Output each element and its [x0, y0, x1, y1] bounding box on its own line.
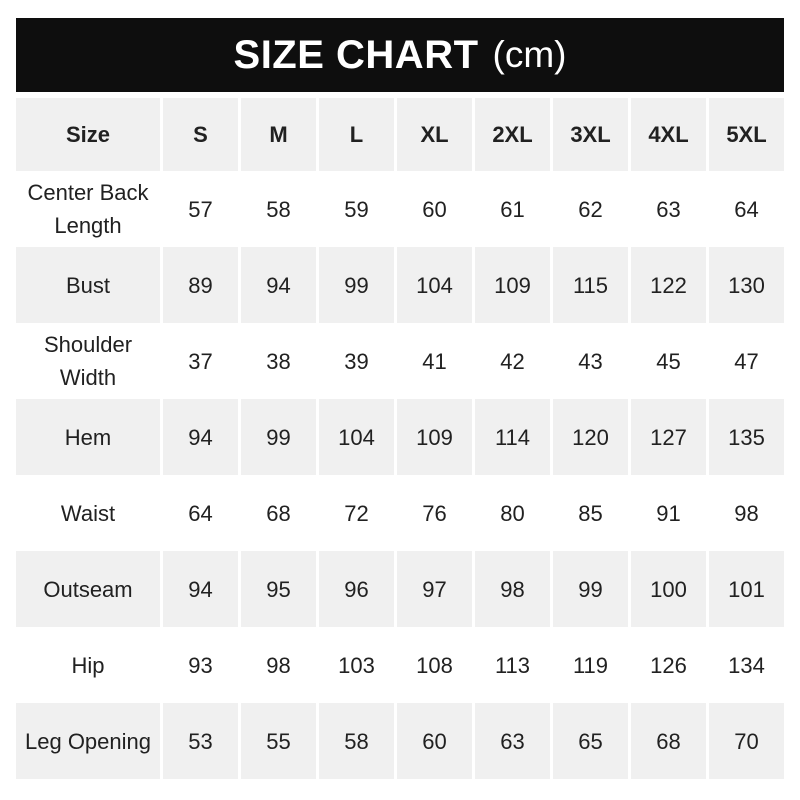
column-header-4xl: 4XL	[631, 98, 706, 171]
cell-value: 104	[319, 399, 394, 475]
table-row: Hem 94 99 104 109 114 120 127 135	[16, 399, 784, 475]
column-header-l: L	[319, 98, 394, 171]
cell-value: 59	[319, 171, 394, 247]
column-header-2xl: 2XL	[475, 98, 550, 171]
cell-value: 65	[553, 703, 628, 779]
cell-value: 63	[631, 171, 706, 247]
cell-value: 64	[709, 171, 784, 247]
cell-value: 135	[709, 399, 784, 475]
size-chart-table-wrap: Size S M L XL 2XL 3XL 4XL 5XL Center Back Length…	[16, 98, 784, 779]
column-header-xl: XL	[397, 98, 472, 171]
cell-value: 94	[163, 399, 238, 475]
cell-value: 43	[553, 323, 628, 399]
cell-value: 109	[475, 247, 550, 323]
cell-value: 122	[631, 247, 706, 323]
cell-value: 113	[475, 627, 550, 703]
cell-value: 57	[163, 171, 238, 247]
cell-value: 89	[163, 247, 238, 323]
cell-value: 38	[241, 323, 316, 399]
table-row: Center Back Length 57 58 59 60 61 62 63 64	[16, 171, 784, 247]
cell-value: 76	[397, 475, 472, 551]
cell-value: 98	[709, 475, 784, 551]
cell-value: 119	[553, 627, 628, 703]
row-label: Bust	[16, 247, 160, 323]
row-label: Hip	[16, 627, 160, 703]
row-label: Waist	[16, 475, 160, 551]
column-header-5xl: 5XL	[709, 98, 784, 171]
cell-value: 68	[241, 475, 316, 551]
cell-value: 98	[475, 551, 550, 627]
cell-value: 100	[631, 551, 706, 627]
cell-value: 134	[709, 627, 784, 703]
cell-value: 101	[709, 551, 784, 627]
cell-value: 41	[397, 323, 472, 399]
table-row: Shoulder Width 37 38 39 41 42 43 45 47	[16, 323, 784, 399]
cell-value: 37	[163, 323, 238, 399]
cell-value: 61	[475, 171, 550, 247]
cell-value: 80	[475, 475, 550, 551]
size-chart-banner: SIZE CHART (cm)	[16, 18, 784, 92]
cell-value: 94	[163, 551, 238, 627]
cell-value: 68	[631, 703, 706, 779]
cell-value: 85	[553, 475, 628, 551]
cell-value: 58	[241, 171, 316, 247]
cell-value: 91	[631, 475, 706, 551]
cell-value: 93	[163, 627, 238, 703]
cell-value: 108	[397, 627, 472, 703]
table-row: Bust 89 94 99 104 109 115 122 130	[16, 247, 784, 323]
cell-value: 96	[319, 551, 394, 627]
size-chart-unit: (cm)	[492, 34, 567, 75]
cell-value: 120	[553, 399, 628, 475]
size-chart-title: SIZE CHART	[233, 32, 479, 77]
table-row: Outseam 94 95 96 97 98 99 100 101	[16, 551, 784, 627]
cell-value: 99	[553, 551, 628, 627]
column-header-s: S	[163, 98, 238, 171]
row-label: Hem	[16, 399, 160, 475]
cell-value: 103	[319, 627, 394, 703]
row-label: Outseam	[16, 551, 160, 627]
cell-value: 130	[709, 247, 784, 323]
table-row: Hip 93 98 103 108 113 119 126 134	[16, 627, 784, 703]
cell-value: 97	[397, 551, 472, 627]
cell-value: 99	[241, 399, 316, 475]
cell-value: 98	[241, 627, 316, 703]
table-row: Waist 64 68 72 76 80 85 91 98	[16, 475, 784, 551]
row-label: Center Back Length	[16, 171, 160, 247]
row-label: Leg Opening	[16, 703, 160, 779]
cell-value: 60	[397, 703, 472, 779]
cell-value: 60	[397, 171, 472, 247]
cell-value: 42	[475, 323, 550, 399]
cell-value: 109	[397, 399, 472, 475]
cell-value: 114	[475, 399, 550, 475]
cell-value: 62	[553, 171, 628, 247]
cell-value: 64	[163, 475, 238, 551]
cell-value: 70	[709, 703, 784, 779]
cell-value: 55	[241, 703, 316, 779]
cell-value: 99	[319, 247, 394, 323]
cell-value: 53	[163, 703, 238, 779]
size-chart-table: Size S M L XL 2XL 3XL 4XL 5XL Center Back Length…	[13, 98, 787, 779]
cell-value: 95	[241, 551, 316, 627]
cell-value: 63	[475, 703, 550, 779]
cell-value: 94	[241, 247, 316, 323]
column-header-m: M	[241, 98, 316, 171]
cell-value: 47	[709, 323, 784, 399]
row-label: Shoulder Width	[16, 323, 160, 399]
cell-value: 45	[631, 323, 706, 399]
cell-value: 72	[319, 475, 394, 551]
column-header-3xl: 3XL	[553, 98, 628, 171]
cell-value: 127	[631, 399, 706, 475]
cell-value: 126	[631, 627, 706, 703]
header-row: Size S M L XL 2XL 3XL 4XL 5XL	[16, 98, 784, 171]
cell-value: 115	[553, 247, 628, 323]
cell-value: 39	[319, 323, 394, 399]
column-header-size: Size	[16, 98, 160, 171]
cell-value: 58	[319, 703, 394, 779]
cell-value: 104	[397, 247, 472, 323]
table-row: Leg Opening 53 55 58 60 63 65 68 70	[16, 703, 784, 779]
